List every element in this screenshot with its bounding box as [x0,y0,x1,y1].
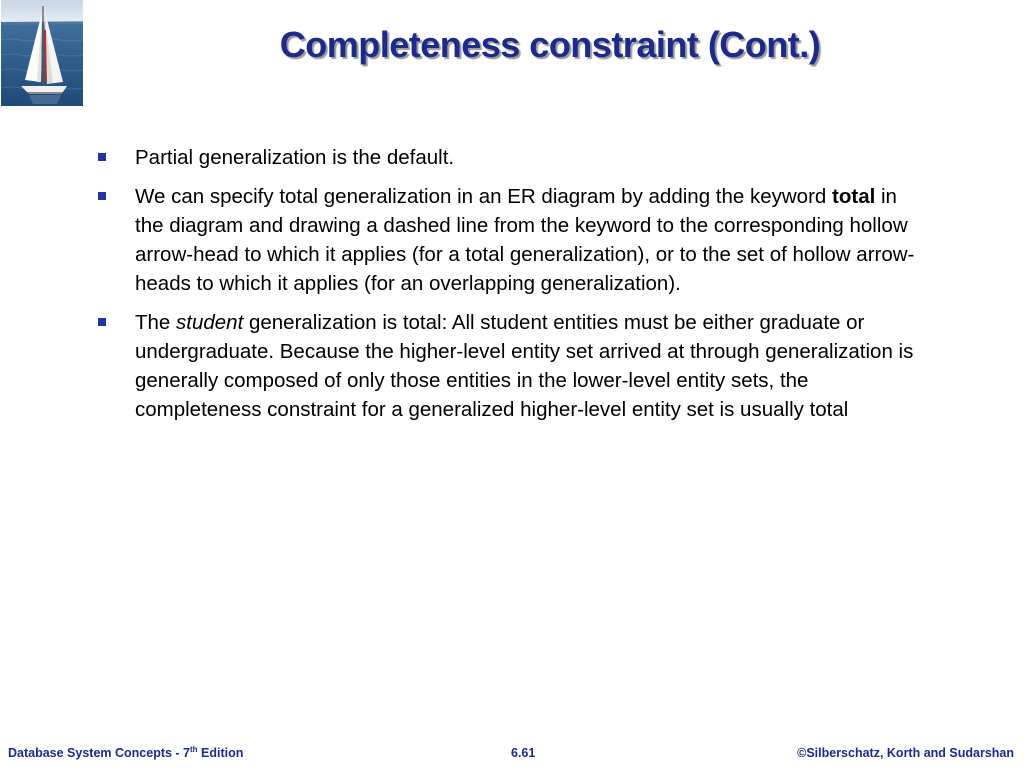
bullet-text: Partial generalization is the default. [135,146,455,169]
square-bullet-icon [98,318,106,326]
footer-edition-word: Edition [197,746,244,760]
bullet-item: Partial generalization is the default. [96,143,916,172]
footer-book-title: Database System Concepts - 7th Edition [8,745,244,761]
bullet-text: We can specify total generalization in a… [135,185,833,208]
keyword-text: total [832,185,876,208]
bullet-text: The [135,311,177,334]
bullet-item: We can specify total generalization in a… [96,182,916,298]
bullet-item: The student generalization is total: All… [96,308,916,424]
sailboat-logo-image [1,0,83,106]
footer-edition-superscript: th [190,745,198,754]
square-bullet-icon [98,153,106,161]
bullet-list: Partial generalization is the default. We… [96,143,916,434]
footer-copyright: ©Silberschatz, Korth and Sudarshan [797,746,1014,760]
bullet-text: generalization is total: All student ent… [135,311,914,421]
footer-slide-number: 6.61 [511,746,536,760]
bullet-text: in the diagram and drawing a dashed line… [135,185,915,295]
slide-title: Completeness constraint (Cont.) [279,24,821,65]
footer: Database System Concepts - 7th Edition 6… [0,743,1024,765]
square-bullet-icon [98,192,106,200]
sailboat-icon [1,0,83,106]
footer-book-title-text: Database System Concepts - 7 [8,746,191,760]
emphasis-text: student [176,311,244,334]
